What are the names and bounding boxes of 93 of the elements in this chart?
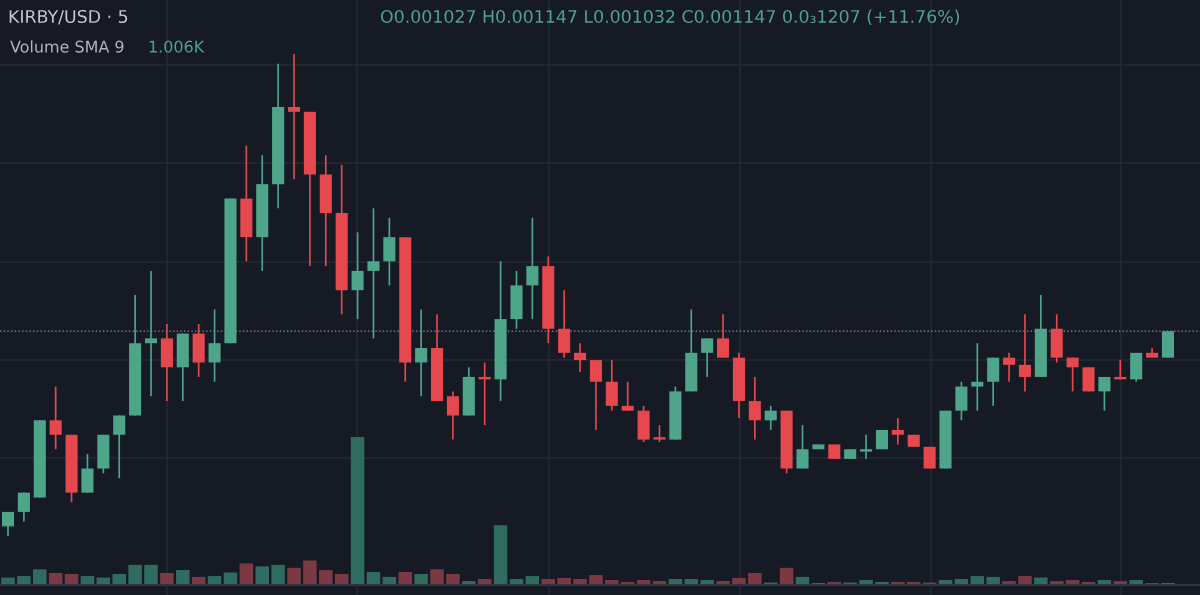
- bar: [33, 569, 47, 584]
- candlestick: [351, 231, 364, 320]
- bar: [160, 572, 174, 584]
- bar: [891, 581, 905, 584]
- bar: [271, 564, 285, 584]
- text: 1.006K: [149, 40, 205, 53]
- bar: [986, 576, 1000, 584]
- bar: [954, 579, 969, 584]
- bar: [716, 581, 730, 584]
- bar: [620, 581, 635, 584]
- bar: [319, 570, 333, 584]
- bar: [350, 437, 365, 584]
- candlestick: [923, 445, 936, 470]
- bar: [334, 574, 349, 584]
- bar: [541, 579, 556, 584]
- candlestick: [208, 308, 221, 383]
- bar: [748, 572, 762, 584]
- bar: [970, 576, 985, 584]
- bar: [700, 580, 714, 584]
- bar: [287, 567, 301, 584]
- bar: [446, 574, 460, 584]
- bar: [255, 566, 269, 584]
- bar: [795, 576, 810, 584]
- candlestick: [1082, 366, 1095, 393]
- candlestick: [955, 380, 968, 422]
- bar: [779, 567, 794, 584]
- bar: [48, 572, 63, 584]
- bar: [732, 577, 746, 584]
- bar: [1, 577, 15, 584]
- candlestick: [669, 385, 682, 441]
- bar: [1129, 580, 1143, 584]
- candlestick: [510, 270, 523, 330]
- candlestick: [383, 217, 396, 287]
- candlestick: [526, 217, 539, 320]
- bar: [382, 576, 397, 584]
- bar: [1049, 581, 1064, 584]
- candlestick: [780, 409, 793, 475]
- bar: [80, 576, 95, 584]
- bar: [668, 579, 683, 584]
- bar: [398, 571, 412, 584]
- candlestick: [860, 433, 873, 460]
- bar: [589, 575, 603, 584]
- bar: [493, 525, 508, 584]
- bar: [1081, 581, 1096, 584]
- bar: [303, 560, 317, 584]
- text: Volume SMA 9: [10, 40, 124, 53]
- bar: [430, 569, 444, 584]
- bar: [17, 576, 31, 584]
- bar: [128, 564, 142, 584]
- candlestick: [97, 433, 110, 475]
- bar: [1065, 580, 1080, 584]
- candlestick: [637, 405, 650, 443]
- bar: [477, 579, 492, 584]
- candlestick: [65, 433, 78, 504]
- bar: [462, 581, 476, 584]
- bar: [207, 576, 222, 584]
- candlestick: [939, 409, 952, 470]
- bar: [938, 580, 953, 584]
- bar: [176, 570, 190, 584]
- text: O0.001027 H0.001147 L0.001032 C0.001147 0.0₃1207 (+11.76%): [380, 9, 960, 26]
- bar: [191, 576, 206, 584]
- bar: [223, 572, 238, 584]
- candlestick: [494, 260, 507, 402]
- bar: [96, 577, 111, 584]
- bar: [684, 579, 699, 584]
- bar: [1018, 576, 1032, 584]
- bar: [239, 563, 254, 584]
- candlestick: [240, 144, 253, 263]
- bar: [1113, 581, 1128, 584]
- bar: [1034, 577, 1048, 584]
- bar: [557, 577, 571, 584]
- bar: [652, 581, 667, 584]
- candlestick: [796, 424, 809, 470]
- bar: [64, 574, 79, 584]
- bar: [509, 579, 524, 584]
- bar: [525, 576, 540, 584]
- bar: [875, 581, 889, 584]
- bar: [414, 574, 428, 584]
- bar: [827, 581, 842, 584]
- bar: [1097, 580, 1112, 584]
- bar: [366, 571, 381, 584]
- bar: [144, 564, 158, 584]
- bar: [636, 580, 651, 584]
- candlestick: [367, 207, 380, 340]
- bar: [1002, 581, 1016, 584]
- candlestick: [81, 453, 94, 494]
- bar: [906, 581, 921, 584]
- bar: [112, 574, 126, 584]
- candlestick: [224, 197, 237, 345]
- bar: [573, 579, 587, 584]
- bar: [605, 580, 619, 584]
- bar: [859, 580, 873, 584]
- chart-title: KIRBY/USD · 5: [9, 9, 128, 25]
